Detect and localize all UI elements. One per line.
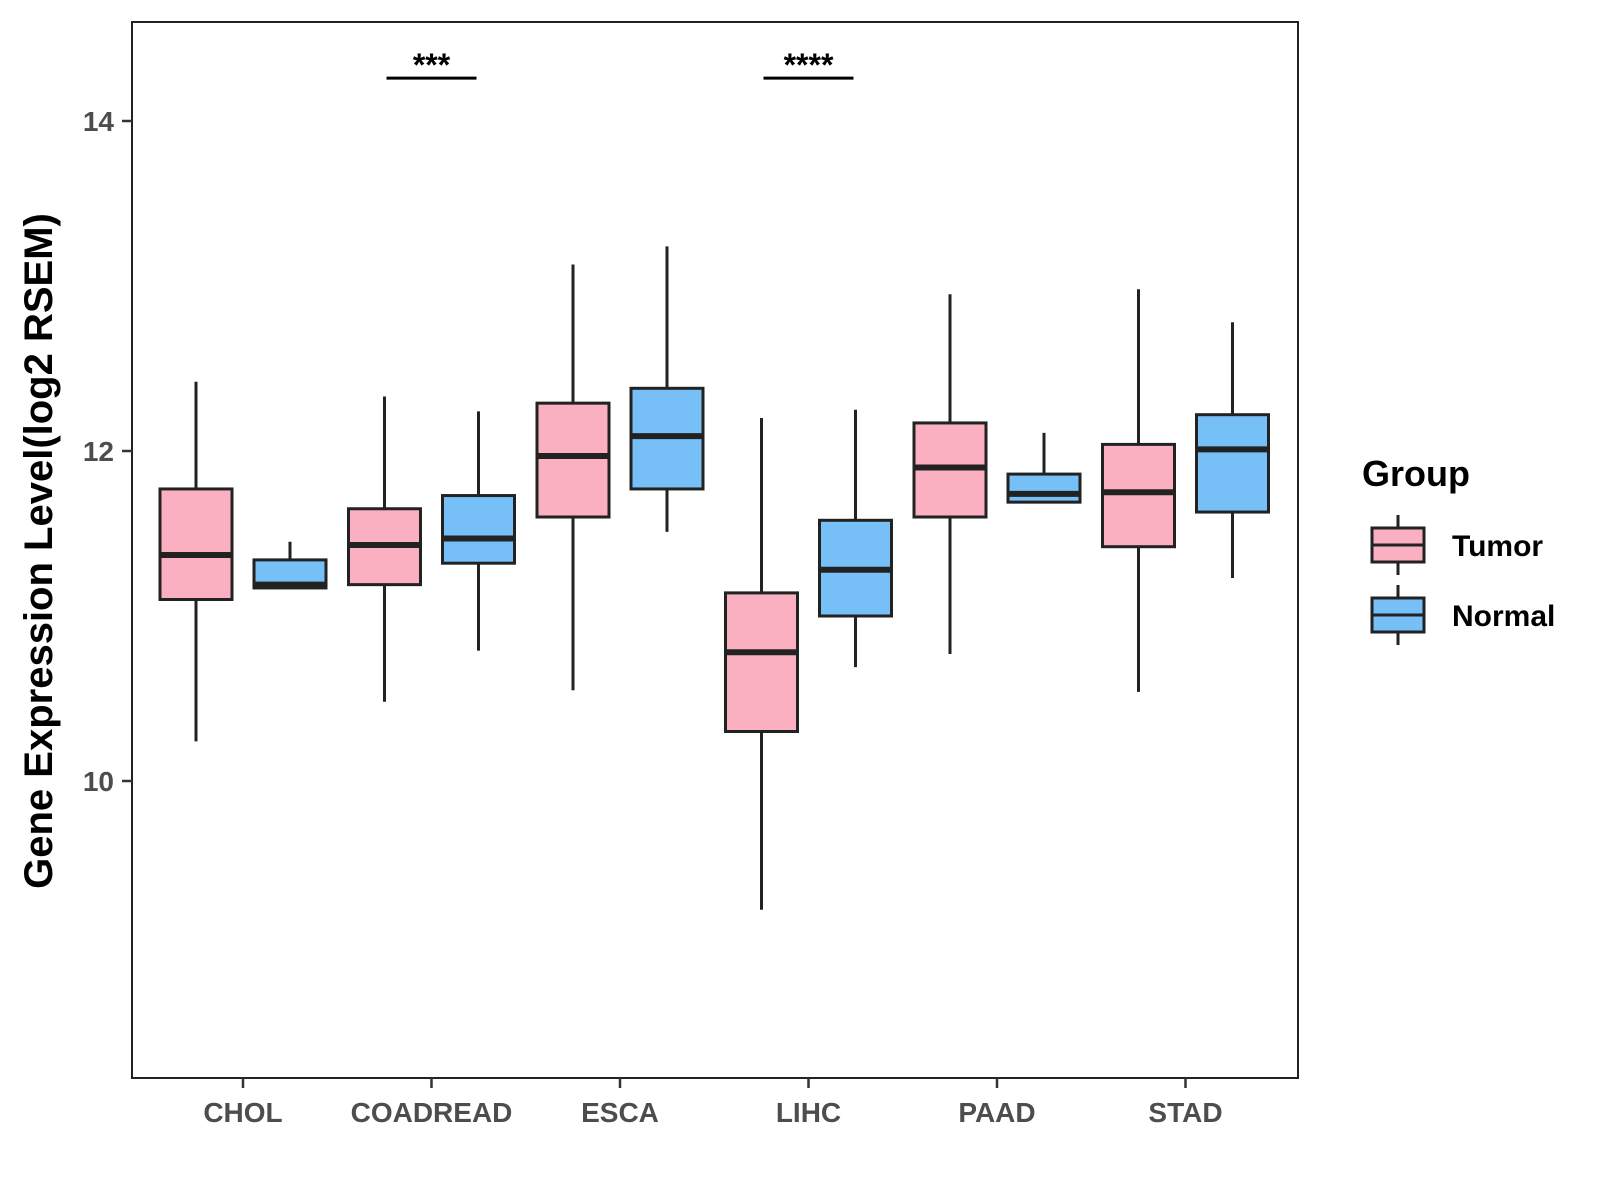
- box-body: [1006, 472, 1082, 504]
- plot-area: *** ****: [158, 47, 1270, 910]
- box-normal-stad: [1195, 322, 1270, 579]
- y-tick-label: 14: [83, 106, 115, 137]
- y-axis-title: Gene Expression Level(log2 RSEM): [17, 213, 61, 889]
- box-body: [441, 494, 516, 565]
- significance-label: ***: [413, 47, 451, 83]
- panel-border: [131, 21, 1299, 1079]
- x-tick-label: STAD: [1148, 1097, 1222, 1128]
- box-normal-paad: [1006, 432, 1082, 504]
- y-tick-label: 12: [83, 436, 114, 467]
- box-tumor-esca: [535, 264, 611, 691]
- legend-label-tumor: Tumor: [1452, 530, 1543, 563]
- box-normal-lihc: [818, 409, 893, 668]
- x-tick-label: LIHC: [776, 1097, 841, 1128]
- box-body: [535, 401, 611, 519]
- box-body: [724, 591, 799, 734]
- x-tick-label: PAAD: [958, 1097, 1035, 1128]
- significance-label: ****: [784, 47, 834, 83]
- x-tick-label: COADREAD: [351, 1097, 513, 1128]
- legend-title: Group: [1362, 453, 1470, 494]
- legend-key-tumor: [1370, 515, 1426, 575]
- box-tumor-coadread: [347, 396, 422, 702]
- axes: 10 12 14 CHOL COADREAD ESCA LIHC PAAD STAD: [83, 21, 1299, 1128]
- x-tick-label: CHOL: [203, 1097, 282, 1128]
- box-normal-chol: [252, 541, 328, 590]
- box-body: [158, 487, 234, 602]
- box-normal-coadread: [441, 411, 516, 651]
- box-normal-esca: [629, 246, 705, 532]
- legend-label-normal: Normal: [1452, 600, 1555, 633]
- box-tumor-lihc: [724, 418, 799, 910]
- y-tick-label: 10: [83, 766, 114, 797]
- box-body: [1101, 442, 1176, 549]
- box-tumor-chol: [158, 381, 234, 742]
- box-body: [1195, 413, 1270, 514]
- box-tumor-paad: [912, 294, 988, 654]
- box-tumor-stad: [1101, 289, 1176, 692]
- legend-key-normal: [1370, 585, 1426, 645]
- legend: Group Tumor Normal: [1362, 453, 1555, 645]
- x-tick-label: ESCA: [581, 1097, 659, 1128]
